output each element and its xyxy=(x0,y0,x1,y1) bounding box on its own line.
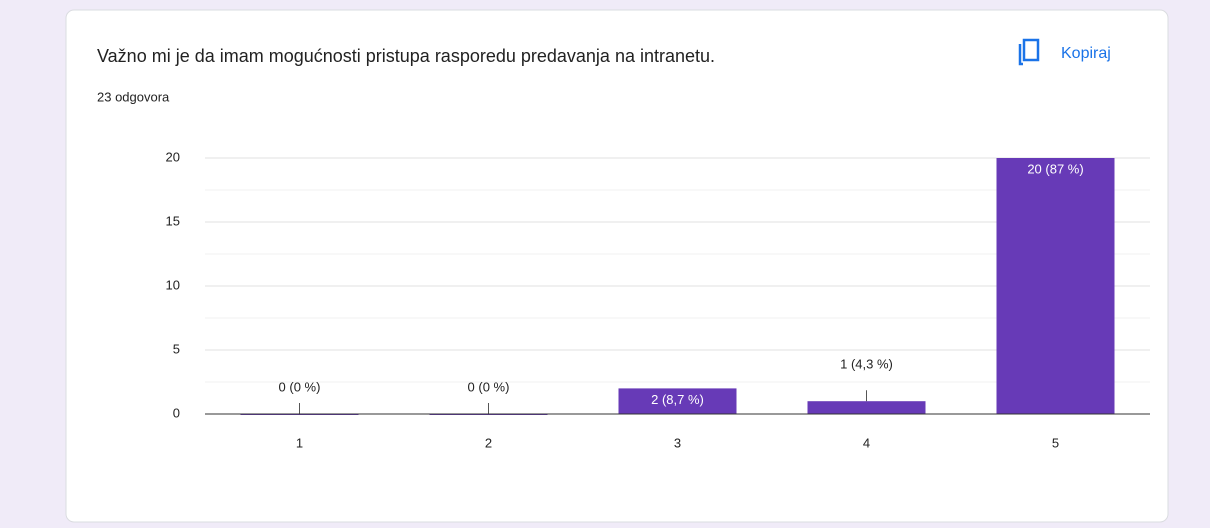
y-tick-label: 20 xyxy=(166,149,180,164)
bar xyxy=(996,158,1115,414)
bar xyxy=(618,388,737,414)
data-label: 0 (0 %) xyxy=(279,379,321,394)
copy-button[interactable]: Kopiraj xyxy=(1018,38,1111,66)
data-label: 2 (8,7 %) xyxy=(651,392,704,407)
subtitle: 23 odgovora xyxy=(97,89,170,104)
x-tick-label: 5 xyxy=(1052,435,1059,450)
y-tick-label: 5 xyxy=(173,341,180,356)
data-label: 0 (0 %) xyxy=(468,379,510,394)
chart-title: Važno mi je da imam mogućnosti pristupa … xyxy=(97,46,715,66)
x-tick-label: 1 xyxy=(296,435,303,450)
x-tick-label: 2 xyxy=(485,435,492,450)
data-label: 20 (87 %) xyxy=(1027,161,1083,176)
copy-icon xyxy=(1018,38,1040,66)
data-label: 1 (4,3 %) xyxy=(840,357,893,372)
y-tick-label: 10 xyxy=(166,277,180,292)
copy-label[interactable]: Kopiraj xyxy=(1061,45,1111,62)
x-tick-label: 3 xyxy=(674,435,681,450)
bar xyxy=(807,401,926,414)
y-tick-label: 15 xyxy=(166,213,180,228)
x-tick-label: 4 xyxy=(863,435,870,450)
y-tick-label: 0 xyxy=(173,405,180,420)
card xyxy=(65,9,1169,523)
